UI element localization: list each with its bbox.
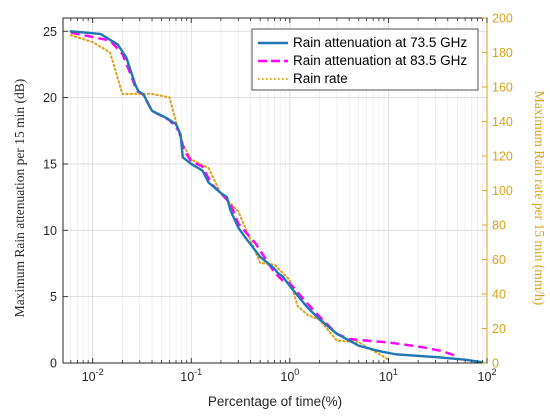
y-tick-label-left: 15 <box>43 157 57 171</box>
y-tick-label-left: 20 <box>43 91 57 105</box>
ticks <box>62 17 488 364</box>
y-tick-label-left: 0 <box>50 357 57 371</box>
y-tick-label-right: 140 <box>492 115 513 129</box>
legend-label-83: Rain attenuation at 83.5 GHz <box>293 53 467 68</box>
y-tick-label-right: 20 <box>492 322 506 336</box>
y-tick-label-left: 10 <box>43 224 57 238</box>
y-tick-label-right: 60 <box>492 253 506 267</box>
y-tick-label-right: 160 <box>492 81 513 95</box>
x-tick-label: 10-2 <box>82 367 104 384</box>
y-tick-label-right: 0 <box>492 357 499 371</box>
tick-labels: 0 5 10 15 20 25 0 20 40 60 80 100 120 140 160 180 200 10-… <box>43 12 513 385</box>
y-tick-label-right: 180 <box>492 46 513 60</box>
y-tick-label-right: 80 <box>492 219 506 233</box>
x-tick-label: 102 <box>478 367 497 384</box>
x-tick-label: 10-1 <box>180 367 202 384</box>
y-tick-label-left: 5 <box>50 290 57 304</box>
x-axis-label: Percentage of time(%) <box>208 394 342 409</box>
y-tick-label-right: 100 <box>492 184 513 198</box>
series-line-0 <box>69 30 484 364</box>
legend-box <box>251 28 479 91</box>
legend-label-rain-rate: Rain rate <box>293 71 348 86</box>
y-tick-label-right: 40 <box>492 288 506 302</box>
y-axis-label-left: Maximum Rain attenuation per 15 min (dB) <box>12 79 27 317</box>
grid <box>62 18 488 364</box>
legend: Rain attenuation at 73.5 GHz Rain attenu… <box>251 28 479 91</box>
y-tick-label-right: 200 <box>492 12 513 26</box>
y-tick-label-left: 25 <box>43 25 57 39</box>
x-tick-label: 100 <box>280 367 299 384</box>
y-tick-label-right: 120 <box>492 150 513 164</box>
series-layer <box>69 30 484 364</box>
legend-label-73: Rain attenuation at 73.5 GHz <box>293 35 467 50</box>
y-axis-label-right: Maximum Rain rate per 15 min (mm/h) <box>532 91 547 305</box>
x-tick-label: 101 <box>379 367 398 384</box>
